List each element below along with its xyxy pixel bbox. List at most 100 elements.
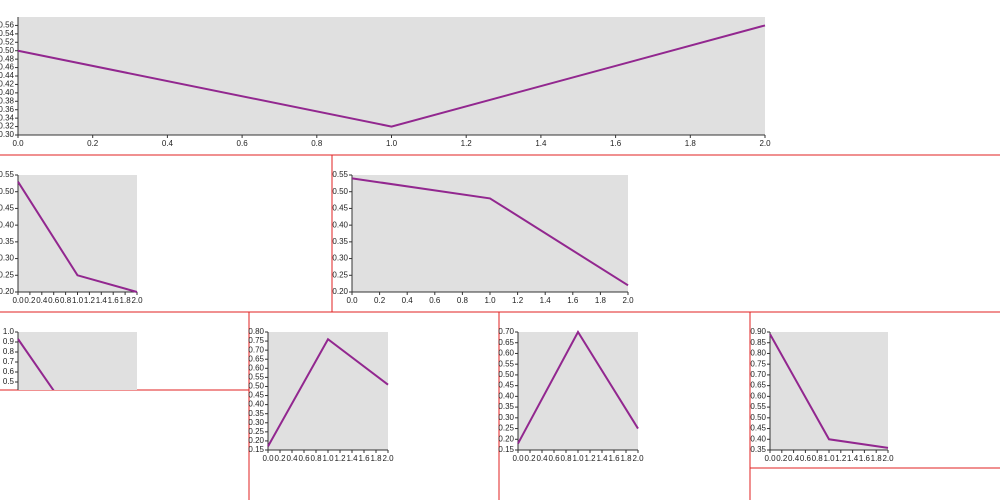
y-tick-label: 0.42	[0, 80, 15, 89]
x-tick-label: 0.2	[524, 454, 536, 463]
x-tick-label: 0.2	[87, 139, 99, 148]
x-tick-label: 2.0	[622, 296, 634, 305]
chart: 0.300.320.340.360.380.400.420.440.460.48…	[0, 17, 771, 148]
y-tick-label: 0.20	[498, 434, 514, 443]
y-tick-label: 0.85	[750, 338, 766, 347]
y-tick-label: 0.70	[498, 327, 514, 336]
x-tick-label: 1.4	[596, 454, 608, 463]
chart: 0.150.200.250.300.350.400.450.500.550.60…	[248, 327, 394, 463]
y-tick-label: 0.55	[750, 402, 766, 411]
y-tick-label: 0.55	[248, 372, 264, 381]
data-line	[17, 181, 138, 293]
x-tick-label: 1.2	[84, 296, 96, 305]
x-tick-label: 1.8	[595, 296, 607, 305]
x-tick-label: 0.4	[286, 454, 298, 463]
x-tick-label: 1.8	[120, 296, 132, 305]
x-tick-label: 1.8	[370, 454, 382, 463]
y-tick-label: 0.25	[498, 424, 514, 433]
y-tick-label: 0.54	[0, 29, 15, 38]
y-tick-label: 0.80	[248, 327, 264, 336]
x-tick-label: 2.0	[632, 454, 644, 463]
y-tick-label: 0.80	[750, 349, 766, 358]
y-tick-label: 0.55	[498, 359, 514, 368]
x-tick-label: 0.2	[776, 454, 788, 463]
y-tick-label: 0.52	[0, 37, 15, 46]
y-tick-label: 0.30	[0, 130, 15, 139]
plot-area	[18, 17, 765, 135]
x-tick-label: 0.4	[162, 139, 174, 148]
x-tick-label: 0.0	[12, 296, 24, 305]
x-tick-label: 0.8	[60, 296, 72, 305]
x-tick-label: 0.8	[457, 296, 469, 305]
x-tick-label: 2.0	[382, 454, 394, 463]
y-tick-label: 0.25	[248, 427, 264, 436]
plot-area	[18, 332, 137, 390]
x-tick-label: 0.6	[548, 454, 560, 463]
y-tick-label: 0.34	[0, 113, 15, 122]
y-tick-label: 0.35	[332, 237, 348, 246]
data-line	[267, 337, 389, 447]
x-tick-label: 0.2	[24, 296, 36, 305]
x-tick-label: 0.8	[310, 454, 322, 463]
data-line	[351, 177, 629, 287]
y-tick-label: 0.50	[0, 187, 15, 196]
y-tick-label: 0.65	[498, 338, 514, 347]
chart: 0.350.400.450.500.550.600.650.700.750.80…	[750, 327, 894, 463]
y-tick-label: 0.70	[248, 345, 264, 354]
x-tick-label: 0.2	[374, 296, 386, 305]
x-tick-label: 0.4	[536, 454, 548, 463]
x-tick-label: 1.2	[334, 454, 346, 463]
y-tick-label: 0.50	[750, 413, 766, 422]
x-tick-label: 0.0	[346, 296, 358, 305]
x-tick-label: 1.6	[608, 454, 620, 463]
x-tick-label: 0.8	[812, 454, 824, 463]
x-tick-label: 0.6	[298, 454, 310, 463]
y-tick-label: 0.35	[248, 409, 264, 418]
y-tick-label: 0.30	[248, 418, 264, 427]
x-tick-label: 1.4	[540, 296, 552, 305]
y-tick-label: 0.25	[0, 270, 15, 279]
y-tick-label: 0.5	[3, 377, 15, 386]
y-tick-label: 0.50	[498, 370, 514, 379]
x-tick-label: 1.4	[96, 296, 108, 305]
x-tick-label: 0.0	[262, 454, 274, 463]
x-tick-label: 1.6	[567, 296, 579, 305]
x-tick-label: 1.0	[322, 454, 334, 463]
y-tick-label: 0.60	[498, 349, 514, 358]
y-tick-label: 1.0	[3, 327, 15, 336]
plot-area	[18, 175, 137, 292]
x-tick-label: 0.6	[237, 139, 249, 148]
y-tick-label: 0.35	[498, 402, 514, 411]
x-tick-label: 1.6	[859, 454, 871, 463]
x-tick-label: 1.0	[823, 454, 835, 463]
x-tick-label: 0.4	[402, 296, 414, 305]
data-line	[769, 333, 889, 449]
y-tick-label: 0.55	[332, 170, 348, 179]
y-tick-label: 0.20	[332, 287, 348, 296]
y-tick-label: 0.45	[498, 381, 514, 390]
x-tick-label: 1.8	[620, 454, 632, 463]
y-tick-label: 0.60	[750, 391, 766, 400]
y-tick-label: 0.65	[248, 354, 264, 363]
y-tick-label: 0.40	[332, 220, 348, 229]
y-tick-label: 0.75	[750, 359, 766, 368]
plot-area	[268, 332, 388, 450]
x-tick-label: 1.4	[535, 139, 547, 148]
y-tick-label: 0.45	[750, 424, 766, 433]
plot-area	[352, 175, 628, 292]
y-tick-label: 0.45	[248, 391, 264, 400]
y-tick-label: 0.50	[0, 46, 15, 55]
y-tick-label: 0.30	[332, 254, 348, 263]
x-tick-label: 0.0	[512, 454, 524, 463]
y-tick-label: 0.15	[498, 445, 514, 454]
y-tick-label: 0.70	[750, 370, 766, 379]
x-tick-label: 0.2	[274, 454, 286, 463]
data-line	[17, 338, 55, 390]
x-tick-label: 0.6	[429, 296, 441, 305]
y-tick-label: 0.48	[0, 54, 15, 63]
y-tick-label: 0.55	[0, 170, 15, 179]
y-tick-label: 0.65	[750, 381, 766, 390]
x-tick-label: 2.0	[759, 139, 771, 148]
y-tick-label: 0.6	[3, 367, 15, 376]
